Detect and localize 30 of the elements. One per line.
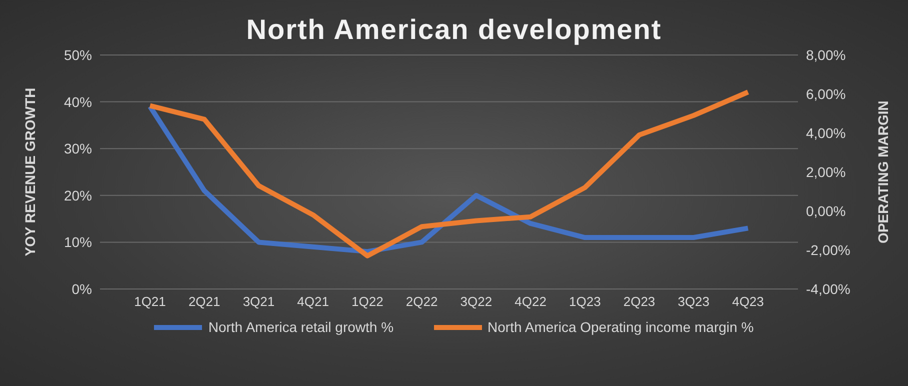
y-tick-label: 0% [72, 280, 92, 297]
y2-tick-label: 8,00% [806, 46, 846, 63]
y-tick-label: 40% [64, 94, 92, 110]
x-tick-label: 3Q21 [242, 294, 275, 310]
x-tick-label: 2Q21 [188, 294, 220, 310]
y-tick-label: 50% [64, 46, 92, 63]
y-tick-label: 20% [64, 187, 92, 204]
x-tick-label: 1Q22 [352, 294, 384, 310]
y2-axis-title: OPERATING MARGIN [874, 100, 891, 244]
x-tick-label: 4Q23 [732, 294, 764, 310]
x-tick-label: 4Q22 [514, 294, 546, 310]
x-tick-label: 1Q23 [569, 294, 601, 310]
y2-tick-label: 6,00% [806, 86, 846, 102]
y2-tick-label: 2,00% [806, 164, 846, 180]
x-tick-label: 3Q23 [678, 294, 710, 310]
y-axis-title: YOY REVENUE GROWTH [22, 88, 38, 256]
chart-title: North American development [245, 14, 663, 46]
y-tick-label: 10% [64, 234, 92, 250]
x-tick-label: 2Q22 [406, 294, 438, 310]
y2-tick-label: -2,00% [806, 242, 850, 258]
y2-tick-label: 0,00% [806, 202, 846, 219]
legend-label: North America retail growth % [207, 319, 394, 335]
x-tick-label: 2Q23 [623, 294, 656, 310]
x-tick-label: 3Q22 [460, 294, 492, 310]
x-tick-label: 1Q21 [134, 294, 166, 310]
x-tick-label: 4Q21 [297, 294, 329, 310]
y2-tick-label: 4,00% [806, 124, 846, 141]
y-tick-label: 30% [64, 140, 92, 157]
y2-tick-label: -4,00% [806, 280, 850, 297]
legend-label: North America Operating income margin % [486, 319, 754, 335]
